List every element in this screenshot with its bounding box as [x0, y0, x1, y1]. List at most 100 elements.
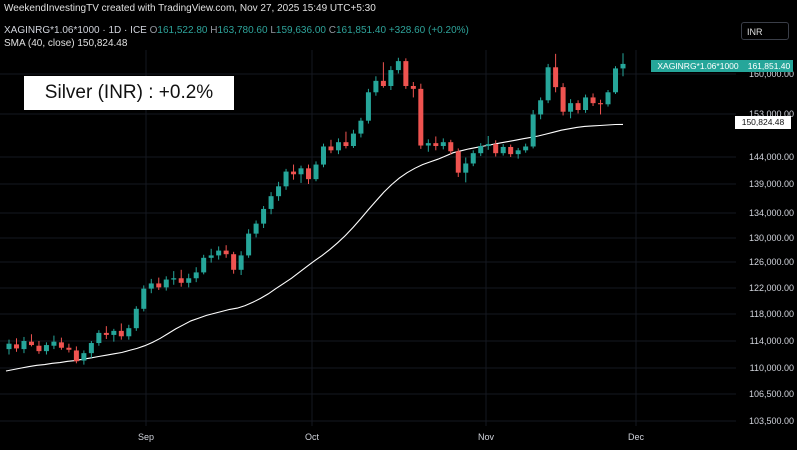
candle-body	[238, 255, 244, 270]
candle-body	[485, 144, 491, 147]
candle-body	[350, 133, 356, 147]
ohlc-legend: XAGINRG*1.06*1000 · 1D · ICE O161,522.80…	[4, 25, 469, 36]
candle-body	[73, 350, 79, 362]
y-axis: 103,500.00 106,500.00 110,000.00 114,000.00…	[749, 69, 794, 426]
candle-body	[103, 332, 109, 335]
candle-body	[575, 103, 581, 110]
candle-body	[470, 153, 476, 164]
candle-body	[193, 272, 199, 279]
candle-body	[433, 143, 439, 147]
candle-body	[223, 250, 229, 255]
candle-body	[493, 144, 499, 154]
candle-body	[216, 250, 222, 256]
y-tick-label: 122,000.00	[749, 283, 794, 293]
candle-body	[523, 146, 529, 151]
candle-body	[598, 103, 604, 105]
sma-legend: SMA (40, close) 150,824.48	[4, 38, 127, 49]
high-label: H	[210, 25, 218, 36]
last-price-badge: 161,851.40	[745, 60, 793, 72]
candle-body	[388, 70, 394, 86]
candle-body	[343, 142, 349, 147]
x-tick-label: Nov	[478, 432, 495, 442]
sma-label: SMA (40, close)	[4, 38, 75, 49]
candle-body	[186, 278, 192, 283]
candle-body	[425, 143, 431, 146]
candle-body	[28, 341, 34, 346]
y-tick-label: 153,000.00	[749, 109, 794, 119]
candle-body	[373, 80, 379, 93]
y-tick-label: 118,000.00	[750, 309, 794, 319]
candle-body	[538, 100, 544, 115]
sma-line-group	[5, 123, 624, 372]
symbol-label: XAGINRG*1.06*1000 · 1D · ICE	[4, 25, 147, 36]
candle-body	[530, 114, 536, 147]
candle-body	[358, 120, 364, 134]
x-tick-label: Oct	[305, 432, 320, 442]
candle-body	[118, 330, 124, 337]
low-value: 159,636.00	[275, 25, 326, 36]
candle-body	[590, 97, 596, 104]
x-tick-label: Sep	[138, 432, 154, 442]
low-label: L	[270, 25, 276, 36]
candle-body	[36, 345, 42, 352]
candle-body	[508, 146, 514, 155]
candle-body	[201, 257, 207, 273]
candle-body	[380, 80, 386, 86]
y-tick-label: 139,000.00	[749, 179, 794, 189]
candle-body	[440, 142, 446, 147]
high-value: 163,780.60	[217, 25, 268, 36]
candle-body	[335, 142, 341, 151]
candle-body	[583, 97, 589, 110]
candle-body	[276, 186, 282, 197]
candle-body	[545, 67, 551, 101]
y-tick-label: 130,000.00	[749, 233, 794, 243]
sma-value-badge: 150,824.48	[735, 116, 791, 129]
y-tick-label: 110,000.00	[750, 363, 794, 373]
y-tick-label: 160,000.00	[749, 69, 794, 79]
candle-body	[163, 279, 169, 288]
candle-body	[51, 341, 57, 346]
candle-body	[500, 146, 506, 154]
currency-selector[interactable]: INR	[741, 22, 789, 40]
candle-body	[81, 353, 87, 361]
open-value: 161,522.80	[157, 25, 208, 36]
candle-body	[141, 288, 147, 309]
candle-body	[395, 61, 401, 71]
candle-body	[111, 330, 117, 335]
candle-body	[246, 233, 252, 256]
candle-body	[58, 342, 64, 348]
y-tick-label: 144,000.00	[749, 152, 794, 162]
candle-body	[313, 164, 319, 180]
candle-body	[133, 308, 139, 329]
x-tick-label: Dec	[628, 432, 645, 442]
candle-body	[410, 86, 416, 89]
candles-group	[6, 53, 626, 365]
open-label: O	[149, 25, 158, 36]
candle-body	[328, 146, 334, 151]
candle-body	[66, 347, 72, 350]
candle-body	[283, 171, 289, 187]
candle-body	[171, 278, 177, 280]
y-tick-label: 134,000.00	[749, 208, 794, 218]
candle-body	[403, 61, 409, 86]
candle-body	[253, 223, 259, 234]
candle-body	[43, 345, 49, 352]
candle-body	[231, 254, 237, 270]
close-label: C	[328, 25, 336, 36]
candle-body	[178, 278, 184, 283]
candle-body	[418, 88, 424, 146]
chart-title-box: Silver (INR) : +0.2%	[24, 76, 234, 110]
candle-body	[268, 196, 274, 209]
candle-body	[21, 341, 27, 350]
candle-body	[208, 255, 214, 258]
symbol-price-badge: XAGINRG*1.06*1000	[651, 60, 745, 72]
candle-body	[291, 171, 297, 175]
candle-body	[613, 68, 619, 93]
y-tick-label: 114,000.00	[750, 336, 794, 346]
candle-body	[553, 67, 559, 88]
candle-body	[320, 146, 326, 165]
close-value: 161,851.40	[335, 25, 387, 36]
candle-body	[463, 163, 469, 173]
candle-body	[261, 208, 267, 224]
